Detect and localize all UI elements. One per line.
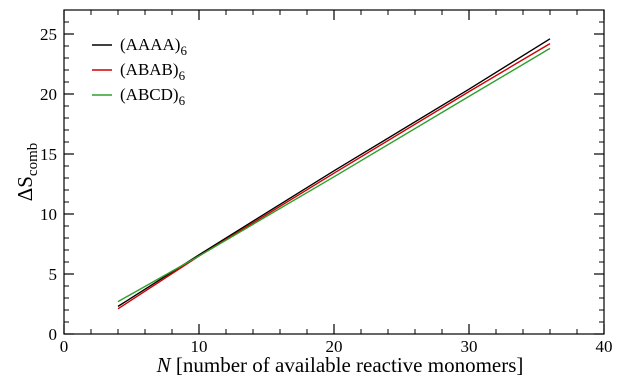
x-axis-label: N [number of available reactive monomers… xyxy=(156,353,524,377)
y-tick-label: 15 xyxy=(40,145,57,164)
x-axis-symbol: N xyxy=(156,353,172,377)
x-axis-text: [number of available reactive monomers] xyxy=(171,353,524,377)
y-tick-label: 20 xyxy=(40,85,57,104)
y-tick-label: 10 xyxy=(40,205,57,224)
major-ticks xyxy=(63,10,605,335)
x-tick-label: 20 xyxy=(326,337,343,356)
y-axis-main: ΔS xyxy=(13,176,37,201)
series-lines xyxy=(117,38,551,310)
legend-label: (ABAB)6 xyxy=(120,60,186,83)
series-line xyxy=(117,47,551,303)
minor-ticks xyxy=(64,9,604,334)
y-tick-label: 5 xyxy=(49,265,58,284)
tick-labels: 0 10 20 30 40 0 5 10 15 20 25 xyxy=(40,25,613,356)
x-tick-label: 30 xyxy=(461,337,478,356)
x-tick-label: 0 xyxy=(60,337,69,356)
y-axis-subscript: comb xyxy=(25,143,41,176)
y-tick-label: 25 xyxy=(40,25,57,44)
series-line xyxy=(117,42,551,310)
y-tick-label: 0 xyxy=(49,325,58,344)
legend: (AAAA)6(ABAB)6(ABCD)6 xyxy=(92,35,187,108)
x-tick-label: 10 xyxy=(191,337,208,356)
x-tick-label: 40 xyxy=(596,337,613,356)
y-axis-label: ΔScomb xyxy=(13,143,41,202)
legend-label: (AAAA)6 xyxy=(120,35,187,58)
plot-frame xyxy=(63,9,605,335)
legend-label: (ABCD)6 xyxy=(120,85,186,108)
